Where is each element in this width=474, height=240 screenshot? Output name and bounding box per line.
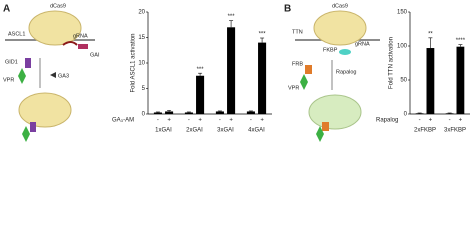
diagram-label: FKBP: [323, 47, 338, 53]
series-sign: -: [250, 118, 252, 124]
treatment-label: GA₃-AM: [112, 118, 134, 124]
y-tick-label: 5: [142, 86, 146, 92]
bar: [153, 112, 162, 114]
diagram-label: VPR: [288, 85, 299, 91]
significance: ***: [197, 67, 205, 73]
diagram-label: VPR: [3, 77, 14, 83]
significance: ****: [456, 38, 466, 44]
diagram-a: dCas9 ASCL1 gRNA GAI GID1 VPR GA3: [3, 3, 100, 142]
diagram-label: GID1: [5, 59, 18, 65]
diagram-label: TTN: [292, 29, 303, 35]
y-tick-label: 0: [142, 112, 146, 118]
series-sign: -: [157, 118, 159, 124]
bar: [445, 113, 454, 114]
y-tick-label: 20: [138, 10, 145, 16]
panel-label: A: [3, 4, 10, 15]
bar: [215, 111, 224, 114]
y-tick-label: 50: [400, 78, 407, 84]
diagram-label: Rapalog: [336, 69, 357, 75]
bar: [415, 113, 424, 114]
bar: [258, 42, 267, 114]
diagram-label: dCas9: [332, 3, 348, 9]
bar: [165, 111, 174, 114]
diagram-label: gRNA: [355, 41, 370, 47]
x-tick-label: 3xFKBP: [444, 128, 466, 134]
diagram-label: gRNA: [73, 33, 88, 39]
x-tick-label: 1xGAI: [155, 128, 172, 134]
series-sign: +: [429, 118, 433, 124]
y-axis-label: Fold TTN activation: [389, 37, 395, 89]
bar: [246, 111, 255, 114]
y-tick-label: 0: [404, 112, 408, 118]
bar: [184, 112, 193, 114]
diagram-label: FRB: [292, 61, 303, 67]
figure: A B dCas9 ASCL1 gRNA GAI GID1 VPR GA3 dC…: [3, 3, 470, 142]
bar: [426, 48, 435, 114]
x-tick-label: 2xGAI: [186, 128, 203, 134]
series-sign: -: [219, 118, 221, 124]
series-sign: -: [419, 118, 421, 124]
series-sign: +: [167, 118, 171, 124]
significance: ***: [228, 14, 236, 20]
y-tick-label: 100: [397, 44, 408, 50]
significance: ***: [259, 32, 267, 38]
series-sign: +: [260, 118, 264, 124]
series-sign: +: [459, 118, 463, 124]
series-sign: -: [188, 118, 190, 124]
diagram-label: dCas9: [50, 3, 66, 9]
diagram-b: dCas9 TTN gRNA FKBP FRB VPR Rapalog: [288, 3, 380, 142]
diagram-label: ASCL1: [8, 31, 25, 37]
x-tick-label: 2xFKBP: [414, 128, 436, 134]
series-sign: +: [229, 118, 233, 124]
y-tick-label: 10: [138, 61, 145, 67]
y-tick-label: 15: [138, 35, 145, 41]
diagram-label: GA3: [58, 73, 69, 79]
diagram-label: GAI: [90, 52, 100, 58]
treatment-label: Rapalog: [376, 118, 398, 124]
bar: [456, 46, 465, 114]
x-tick-label: 3xGAI: [217, 128, 234, 134]
bar: [227, 27, 236, 114]
y-tick-label: 150: [397, 10, 408, 16]
panel-label: B: [284, 4, 291, 15]
significance: **: [428, 31, 433, 37]
y-axis-label: Fold ASCL1 activation: [131, 33, 137, 92]
series-sign: -: [449, 118, 451, 124]
bar: [196, 75, 205, 114]
series-sign: +: [198, 118, 202, 124]
x-tick-label: 4xGAI: [248, 128, 265, 134]
